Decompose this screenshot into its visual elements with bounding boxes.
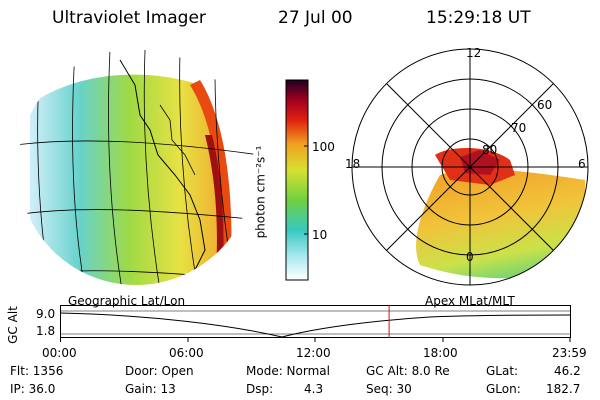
timeline-ytick-low: 1.8 xyxy=(36,324,56,338)
colorbar-tick-10: 10 xyxy=(312,228,328,242)
mlt-label-12: 12 xyxy=(466,46,482,60)
time-label: 15:29:18 UT xyxy=(426,8,531,28)
info-door: Door: Open xyxy=(125,364,194,378)
info-flight: Flt: 1356 xyxy=(10,364,64,378)
colorbar-units-label: photon cm⁻²s⁻¹ xyxy=(253,145,268,239)
info-glat-value: 46.2 xyxy=(554,364,581,378)
info-dsp-value: 4.3 xyxy=(304,382,324,396)
mlt-label-0: 0 xyxy=(466,250,474,264)
colorbar-tick-100: 100 xyxy=(312,140,335,154)
polar-plot xyxy=(351,48,589,286)
color-scale xyxy=(285,79,309,281)
timeline-xtick-0: 00:00 xyxy=(42,346,77,360)
timeline-plot xyxy=(60,305,571,342)
info-seq: Seq: 30 xyxy=(366,382,412,396)
apex-caption: Apex MLat/MLT xyxy=(425,294,515,308)
timeline-xtick-4: 23:59 xyxy=(552,346,587,360)
mlt-label-18: 18 xyxy=(345,157,361,171)
timeline-ytick-high: 9.0 xyxy=(36,307,56,321)
date-label: 27 Jul 00 xyxy=(278,8,353,28)
info-mode: Mode: Normal xyxy=(246,364,330,378)
info-gc-alt: GC Alt: 8.0 Re xyxy=(366,364,450,378)
geographic-caption: Geographic Lat/Lon xyxy=(68,294,186,308)
altitude-curve xyxy=(60,312,571,338)
timeline-xtick-2: 12:00 xyxy=(296,346,331,360)
info-glon-value: 182.7 xyxy=(546,382,581,396)
info-dsp-label: Dsp: xyxy=(246,382,274,396)
mlt-label-6: 6 xyxy=(578,157,586,171)
info-ip: IP: 36.0 xyxy=(10,382,56,396)
info-glon-label: GLon: xyxy=(486,382,521,396)
timeline-ylabel: GC Alt xyxy=(5,306,20,344)
instrument-title: Ultraviolet Imager xyxy=(52,8,206,28)
timeline-xtick-1: 06:00 xyxy=(169,346,204,360)
mlat-label-60: 60 xyxy=(537,98,553,112)
mlat-label-80: 80 xyxy=(482,143,498,157)
timeline-frame xyxy=(60,305,571,338)
info-glat-label: GLat: xyxy=(486,364,519,378)
info-gain: Gain: 13 xyxy=(125,382,176,396)
timeline-xtick-3: 18:00 xyxy=(423,346,458,360)
mlat-label-70: 70 xyxy=(511,121,527,135)
geographic-image xyxy=(18,49,254,285)
colorbar-gradient xyxy=(285,79,309,281)
